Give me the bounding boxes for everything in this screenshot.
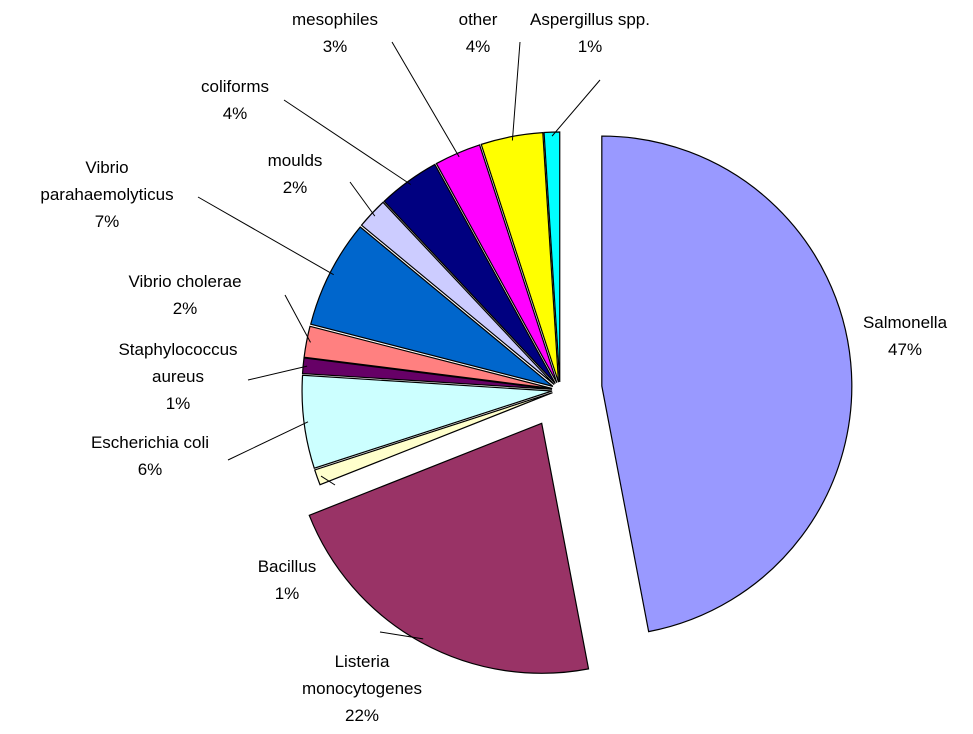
leader-line	[284, 294, 311, 343]
value-label: 7%	[95, 212, 120, 231]
pie-slice	[360, 201, 555, 385]
value-label: 4%	[223, 104, 248, 123]
value-label: 1%	[578, 37, 603, 56]
value-label: 3%	[323, 37, 348, 56]
slice-label: coliforms	[201, 77, 269, 96]
slice-label: mesophiles	[292, 10, 378, 29]
leader-line	[511, 41, 521, 141]
value-label: 47%	[888, 340, 922, 359]
leader-line	[391, 41, 460, 158]
value-label: 6%	[138, 460, 163, 479]
leader-line	[283, 99, 411, 185]
slice-label: Bacillus	[258, 557, 317, 576]
slice-label: Staphylococcus aureus	[118, 340, 237, 386]
slice-label: Aspergillus spp.	[530, 10, 650, 29]
slice-label: Listeria monocytogenes	[302, 652, 422, 698]
value-label: 1%	[166, 394, 191, 413]
value-label: 2%	[173, 299, 198, 318]
value-label: 2%	[283, 178, 308, 197]
pie-slice	[308, 422, 590, 674]
value-label: 1%	[275, 584, 300, 603]
pie-slice	[301, 357, 553, 390]
value-label: 4%	[466, 37, 491, 56]
leader-line	[551, 79, 601, 137]
slice-label: moulds	[268, 151, 323, 170]
pie-slice	[383, 163, 556, 384]
leader-line	[349, 181, 376, 217]
slice-label: Vibrio parahaemolyticus	[40, 158, 173, 204]
slice-label: other	[459, 10, 498, 29]
pie-slice	[601, 135, 853, 633]
leader-line	[379, 631, 424, 640]
pie-slice	[303, 325, 553, 390]
leader-line	[227, 421, 309, 461]
pie-slice	[301, 374, 553, 470]
pie-slice	[480, 131, 560, 383]
value-label: 22%	[345, 706, 379, 725]
leader-line	[320, 475, 336, 486]
slice-label: Salmonella	[863, 313, 948, 332]
leader-line	[197, 196, 334, 276]
leader-line	[247, 365, 308, 381]
pie-slice	[313, 392, 553, 486]
slice-label: Escherichia coli	[91, 433, 209, 452]
pie-slice	[543, 131, 561, 383]
slice-label: Vibrio cholerae	[128, 272, 241, 291]
